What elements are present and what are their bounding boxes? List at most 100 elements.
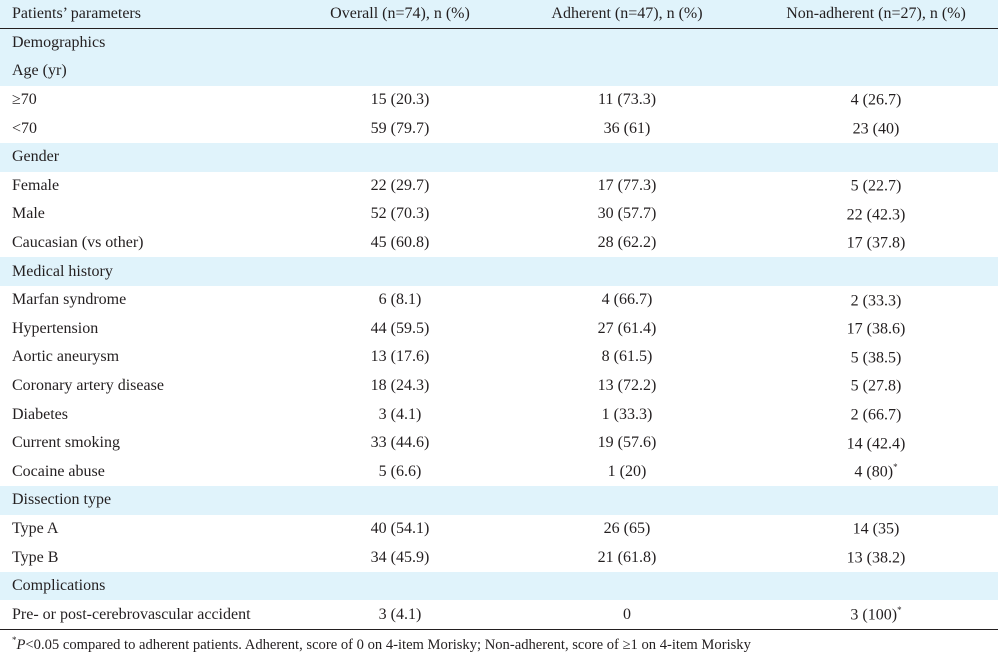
non-adherent-cell: 14 (42.4) bbox=[846, 434, 906, 452]
table-row: Marfan syndrome 6 (8.1) 4 (66.7) 2 (33.3… bbox=[0, 285, 998, 315]
non-adherent-cell: 5 (22.7) bbox=[850, 177, 902, 195]
footnote-text: <0.05 compared to adherent patients. Adh… bbox=[25, 636, 751, 653]
row-label: Current smoking bbox=[12, 434, 120, 452]
overall-cell: 34 (45.9) bbox=[370, 548, 430, 566]
overall-cell: 5 (6.6) bbox=[378, 462, 422, 480]
significance-mark: * bbox=[897, 604, 902, 615]
section-label: Complications bbox=[12, 577, 106, 595]
section-label: Demographics bbox=[12, 34, 106, 52]
non-adherent-cell: 17 (37.8) bbox=[846, 234, 906, 252]
adherent-cell: 26 (65) bbox=[603, 519, 651, 537]
adherent-cell: 13 (72.2) bbox=[597, 377, 657, 395]
row-label: <70 bbox=[12, 119, 38, 137]
footnote-row: *P<0.05 compared to adherent patients. A… bbox=[0, 628, 998, 660]
adherent-cell: 1 (33.3) bbox=[601, 405, 653, 423]
table-header-row: Patients’ parameters Overall (n=74), n (… bbox=[0, 0, 998, 29]
non-adherent-cell: 23 (40) bbox=[852, 120, 900, 138]
row-label: Aortic aneurysm bbox=[12, 348, 120, 366]
adherent-cell: 4 (66.7) bbox=[601, 291, 653, 309]
overall-cell: 52 (70.3) bbox=[370, 205, 430, 223]
row-label: Coronary artery disease bbox=[12, 377, 164, 395]
section-label: Dissection type bbox=[12, 491, 112, 509]
non-adherent-cell: 2 (33.3) bbox=[850, 291, 902, 309]
section-label: Age (yr) bbox=[12, 62, 67, 80]
adherent-cell: 11 (73.3) bbox=[597, 91, 657, 109]
non-adherent-cell: 5 (38.5) bbox=[850, 349, 902, 367]
row-label: Pre- or post-cerebrovascular accident bbox=[12, 605, 251, 623]
table-row: Diabetes 3 (4.1) 1 (33.3) 2 (66.7) bbox=[0, 400, 998, 429]
overall-cell: 13 (17.6) bbox=[370, 348, 430, 366]
row-label: Female bbox=[12, 176, 60, 194]
row-label: Hypertension bbox=[12, 319, 99, 337]
non-adherent-cell: 5 (27.8) bbox=[850, 377, 902, 395]
table-row: Male 52 (70.3) 30 (57.7) 22 (42.3) bbox=[0, 200, 998, 229]
overall-cell: 45 (60.8) bbox=[370, 234, 430, 252]
adherent-cell: 8 (61.5) bbox=[601, 348, 653, 366]
overall-cell: 3 (4.1) bbox=[378, 605, 422, 623]
non-adherent-cell: 3 (100)* bbox=[850, 604, 902, 624]
row-label: Type B bbox=[12, 548, 59, 566]
overall-cell: 40 (54.1) bbox=[370, 519, 430, 537]
col-header-parameters: Patients’ parameters bbox=[12, 5, 141, 23]
overall-cell: 3 (4.1) bbox=[378, 405, 422, 423]
table-row: Current smoking 33 (44.6) 19 (57.6) 14 (… bbox=[0, 428, 998, 458]
section-row: Gender bbox=[0, 142, 998, 172]
row-label: Male bbox=[12, 205, 45, 223]
overall-cell: 22 (29.7) bbox=[370, 176, 430, 194]
section-label: Medical history bbox=[12, 262, 113, 280]
footnote-p: P bbox=[16, 636, 26, 653]
row-label: Caucasian (vs other) bbox=[12, 234, 144, 252]
table-footnote: *P<0.05 compared to adherent patients. A… bbox=[0, 628, 998, 660]
table-row: <70 59 (79.7) 36 (61) 23 (40) bbox=[0, 114, 998, 143]
section-row: Age (yr) bbox=[0, 57, 998, 86]
table-row: Pre- or post-cerebrovascular accident 3 … bbox=[0, 600, 998, 630]
table-row: Aortic aneurysm 13 (17.6) 8 (61.5) 5 (38… bbox=[0, 343, 998, 372]
adherent-cell: 17 (77.3) bbox=[597, 176, 657, 194]
overall-cell: 15 (20.3) bbox=[370, 91, 430, 109]
adherent-cell: 0 bbox=[623, 605, 631, 623]
table-row: ≥70 15 (20.3) 11 (73.3) 4 (26.7) bbox=[0, 85, 998, 115]
adherent-cell: 21 (61.8) bbox=[597, 548, 657, 566]
non-adherent-cell: 17 (38.6) bbox=[846, 320, 906, 338]
table-row: Caucasian (vs other) 45 (60.8) 28 (62.2)… bbox=[0, 228, 998, 258]
adherent-cell: 27 (61.4) bbox=[597, 319, 657, 337]
non-adherent-cell: 22 (42.3) bbox=[846, 206, 906, 224]
row-label: ≥70 bbox=[12, 91, 37, 109]
adherent-cell: 30 (57.7) bbox=[597, 205, 657, 223]
table-row: Cocaine abuse 5 (6.6) 1 (20) 4 (80)* bbox=[0, 457, 998, 487]
table-row: Hypertension 44 (59.5) 27 (61.4) 17 (38.… bbox=[0, 314, 998, 344]
section-label: Gender bbox=[12, 148, 60, 166]
adherent-cell: 36 (61) bbox=[603, 119, 651, 137]
non-adherent-cell: 4 (80)* bbox=[854, 462, 898, 481]
overall-cell: 59 (79.7) bbox=[370, 119, 430, 137]
significance-mark: * bbox=[893, 462, 898, 473]
section-row: Dissection type bbox=[0, 486, 998, 515]
overall-cell: 44 (59.5) bbox=[370, 319, 430, 337]
non-adherent-cell: 14 (35) bbox=[852, 520, 900, 538]
table-row: Coronary artery disease 18 (24.3) 13 (72… bbox=[0, 371, 998, 401]
adherent-cell: 1 (20) bbox=[607, 462, 647, 480]
overall-cell: 33 (44.6) bbox=[370, 434, 430, 452]
overall-cell: 6 (8.1) bbox=[378, 291, 422, 309]
overall-cell: 18 (24.3) bbox=[370, 377, 430, 395]
row-label: Diabetes bbox=[12, 405, 68, 423]
col-header-overall: Overall (n=74), n (%) bbox=[330, 5, 470, 23]
col-header-non-adherent: Non-adherent (n=27), n (%) bbox=[786, 5, 966, 23]
adherent-cell: 28 (62.2) bbox=[597, 234, 657, 252]
table-row: Female 22 (29.7) 17 (77.3) 5 (22.7) bbox=[0, 171, 998, 201]
footnote-mark: * bbox=[12, 635, 17, 646]
col-header-adherent: Adherent (n=47), n (%) bbox=[551, 5, 703, 23]
non-adherent-cell: 4 (26.7) bbox=[850, 91, 902, 109]
table-row: Type A 40 (54.1) 26 (65) 14 (35) bbox=[0, 514, 998, 544]
row-label: Type A bbox=[12, 519, 59, 537]
section-row: Demographics bbox=[0, 28, 998, 58]
adherent-cell: 19 (57.6) bbox=[597, 434, 657, 452]
row-label: Cocaine abuse bbox=[12, 462, 105, 480]
table-row: Type B 34 (45.9) 21 (61.8) 13 (38.2) bbox=[0, 543, 998, 572]
section-row: Medical history bbox=[0, 257, 998, 286]
row-label: Marfan syndrome bbox=[12, 291, 127, 309]
non-adherent-cell: 2 (66.7) bbox=[850, 406, 902, 424]
section-row: Complications bbox=[0, 571, 998, 601]
non-adherent-cell: 13 (38.2) bbox=[846, 549, 906, 567]
